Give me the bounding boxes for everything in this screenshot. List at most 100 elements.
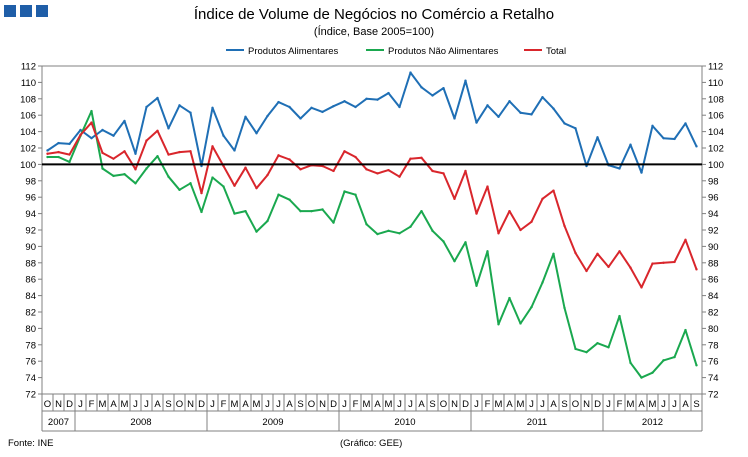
- data-point-total: [387, 168, 390, 172]
- data-point-produtos-alimentares: [321, 110, 324, 114]
- data-point-total: [574, 251, 577, 255]
- data-point-total: [277, 154, 280, 157]
- y-tick-label-left: 102: [20, 144, 36, 155]
- year-label: 2011: [527, 417, 547, 428]
- data-point-total: [695, 268, 698, 271]
- data-point-produtos-alimentares: [255, 132, 258, 135]
- legend-label: Total: [546, 46, 567, 57]
- legend-item-produtos-nao-alimentares: Produtos Não Alimentares: [366, 46, 498, 57]
- y-tick-label-left: 92: [25, 226, 36, 237]
- data-point-total: [200, 191, 203, 195]
- x-tick-label: J: [672, 399, 677, 410]
- x-tick-label: F: [221, 399, 227, 410]
- data-point-produtos-alimentares: [332, 104, 335, 108]
- data-point-produtos-alimentares: [343, 100, 346, 103]
- x-tick-label: D: [66, 399, 73, 410]
- chart-subtitle: (Índice, Base 2005=100): [313, 26, 435, 38]
- data-point-total: [266, 173, 269, 177]
- data-point-produtos-nao-alimentares: [332, 221, 335, 224]
- data-point-total: [145, 139, 148, 142]
- y-tick-label-left: 112: [21, 62, 36, 73]
- data-point-total: [640, 286, 643, 289]
- logo-block: [20, 5, 32, 17]
- data-point-total: [321, 164, 324, 168]
- x-tick-label: J: [342, 399, 347, 410]
- data-point-produtos-nao-alimentares: [442, 240, 445, 243]
- x-tick-label: J: [397, 399, 402, 410]
- y-tick-label-left: 100: [20, 160, 36, 171]
- data-point-total: [79, 133, 82, 137]
- data-point-produtos-alimentares: [552, 107, 555, 110]
- y-tick-label-left: 82: [25, 308, 36, 319]
- data-point-produtos-alimentares: [662, 136, 665, 140]
- data-point-total: [46, 152, 49, 155]
- y-tick-label-left: 80: [25, 324, 36, 335]
- x-tick-label: S: [165, 399, 171, 410]
- x-tick-label: J: [606, 399, 611, 410]
- data-point-produtos-alimentares: [68, 142, 71, 146]
- x-tick-label: A: [418, 399, 425, 410]
- x-tick-label: D: [462, 399, 469, 410]
- x-tick-label: O: [572, 399, 579, 410]
- data-point-produtos-alimentares: [684, 122, 687, 125]
- data-point-produtos-alimentares: [464, 79, 467, 82]
- y-tick-label-right: 78: [708, 340, 719, 351]
- data-point-produtos-nao-alimentares: [618, 314, 621, 318]
- x-tick-label: M: [121, 399, 129, 410]
- data-point-produtos-nao-alimentares: [475, 284, 478, 287]
- x-tick-label: J: [529, 399, 534, 410]
- data-point-total: [354, 155, 357, 159]
- series-line-produtos-nao-alimentares: [47, 110, 698, 379]
- data-point-total: [684, 238, 687, 242]
- data-point-total: [607, 265, 610, 269]
- data-point-produtos-nao-alimentares: [244, 209, 247, 213]
- data-point-produtos-nao-alimentares: [189, 182, 192, 185]
- data-point-produtos-alimentares: [200, 164, 203, 168]
- data-point-produtos-nao-alimentares: [508, 296, 511, 300]
- data-point-total: [112, 157, 115, 160]
- data-point-produtos-nao-alimentares: [387, 229, 390, 233]
- data-point-total: [442, 172, 445, 175]
- y-tick-label-right: 106: [708, 111, 724, 122]
- data-point-total: [420, 156, 423, 160]
- data-point-total: [101, 151, 104, 155]
- data-point-produtos-alimentares: [222, 134, 225, 137]
- y-tick-label-right: 110: [708, 78, 723, 89]
- data-point-produtos-alimentares: [409, 71, 412, 74]
- data-point-produtos-nao-alimentares: [266, 219, 269, 223]
- data-point-total: [431, 169, 434, 173]
- data-point-produtos-nao-alimentares: [321, 208, 324, 211]
- data-point-produtos-alimentares: [112, 134, 115, 137]
- data-point-produtos-nao-alimentares: [200, 210, 203, 214]
- data-point-total: [651, 262, 654, 265]
- data-point-total: [156, 129, 159, 132]
- data-point-produtos-alimentares: [420, 86, 423, 89]
- data-point-total: [662, 261, 665, 264]
- data-point-produtos-alimentares: [453, 117, 456, 120]
- y-tick-label-left: 96: [25, 193, 36, 204]
- data-point-produtos-nao-alimentares: [365, 223, 368, 226]
- data-point-produtos-alimentares: [310, 106, 313, 110]
- x-tick-label: M: [99, 399, 107, 410]
- x-tick-label: M: [495, 399, 503, 410]
- data-point-produtos-alimentares: [574, 127, 577, 130]
- data-point-produtos-nao-alimentares: [255, 230, 258, 233]
- x-tick-label: M: [649, 399, 657, 410]
- data-point-produtos-nao-alimentares: [233, 212, 236, 215]
- x-tick-label: N: [187, 399, 194, 410]
- data-point-produtos-alimentares: [475, 121, 478, 124]
- x-tick-label: S: [561, 399, 567, 410]
- data-point-produtos-nao-alimentares: [156, 155, 159, 158]
- data-point-produtos-nao-alimentares: [101, 167, 104, 170]
- data-point-produtos-alimentares: [178, 104, 181, 107]
- y-tick-label-right: 98: [708, 176, 719, 187]
- data-point-produtos-nao-alimentares: [178, 188, 181, 192]
- data-point-produtos-nao-alimentares: [563, 306, 566, 310]
- data-point-produtos-alimentares: [695, 145, 698, 148]
- x-tick-label: J: [276, 399, 281, 410]
- data-point-produtos-nao-alimentares: [90, 109, 93, 113]
- year-label: 2008: [130, 417, 151, 428]
- data-point-produtos-nao-alimentares: [486, 250, 489, 253]
- data-point-produtos-alimentares: [442, 86, 445, 90]
- data-point-total: [409, 157, 412, 160]
